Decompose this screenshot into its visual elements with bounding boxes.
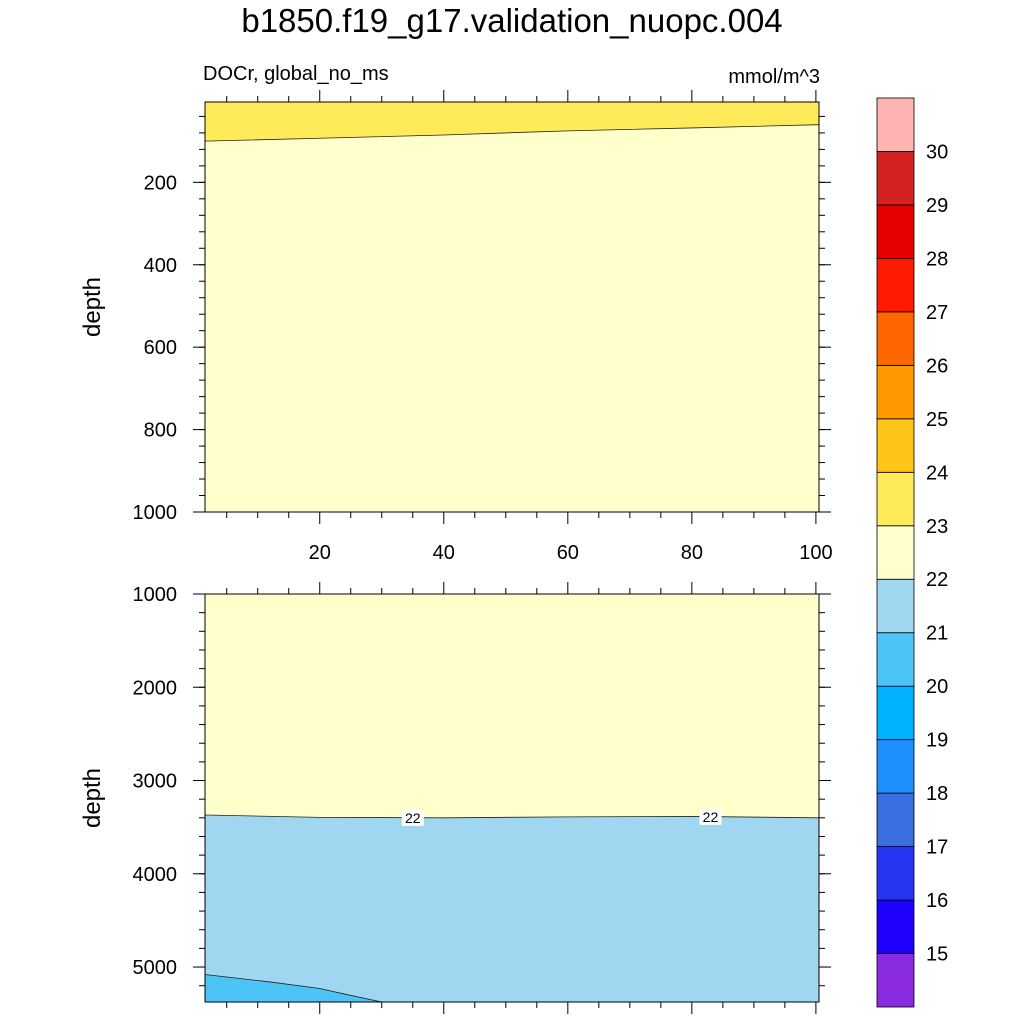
lower-region-21-22 [205,815,819,1002]
colorbar-swatch [876,258,915,313]
colorbar-label: 24 [926,462,948,484]
contour-label-box [401,809,424,826]
colorbar-swatch [876,578,915,634]
colorbar-label: 16 [926,890,948,912]
colorbar-swatch [876,846,915,901]
y-tick-label: 400 [144,255,177,277]
contour-label-box [699,808,722,825]
lower-panel: 22 22 1000 2000 3000 4000 5000 depth [79,582,831,1014]
colorbar-label: 25 [926,409,948,431]
y-axis-label: depth [79,277,106,337]
lower-region-20-21 [205,974,382,1002]
colorbar-label: 19 [926,730,948,752]
colorbar-swatch [876,204,915,259]
colorbar-swatch [876,97,915,152]
x-tick-label: 80 [681,542,703,564]
y-axis-label: depth [79,768,106,828]
y-tick-label: 1000 [133,584,178,606]
upper-contour-line [204,124,820,142]
colorbar-label: 30 [926,141,948,163]
colorbar-label: 26 [926,355,948,377]
x-tick-label: 20 [309,542,331,564]
x-tick-label: 40 [433,542,455,564]
colorbar-swatch [876,364,915,420]
colorbar-swatch [876,685,915,741]
y-tick-label: 4000 [133,864,178,886]
colorbar-label: 27 [926,302,948,324]
colorbar-label: 21 [926,623,948,645]
y-tick-label: 5000 [133,957,178,979]
colorbar: 15 16 17 18 19 20 21 22 23 24 25 26 27 28 29 30 [876,97,948,1008]
upper-panel: 20 40 60 80 100 200 400 600 800 1000 depth [79,90,833,564]
y-tick-label: 800 [144,420,177,442]
x-tick-label: 100 [799,542,832,564]
variable-subtitle: DOCr, global_no_ms [203,63,389,85]
upper-region-23-24 [205,102,819,142]
colorbar-label: 22 [926,569,948,591]
colorbar-label: 23 [926,516,948,538]
lower-frame [204,593,820,1003]
contour-label: 22 [703,809,719,825]
y-tick-label: 200 [144,172,177,194]
colorbar-label: 15 [926,944,948,966]
colorbar-swatch [876,311,915,366]
colorbar-swatch [876,899,915,954]
colorbar-swatch [876,151,915,206]
colorbar-swatch [876,471,915,527]
y-tick-label: 3000 [133,771,178,793]
colorbar-swatch [876,739,915,794]
colorbar-swatch [876,792,915,847]
units-subtitle: mmol/m^3 [728,66,820,88]
upper-frame [204,101,820,513]
y-tick-label: 2000 [133,677,178,699]
y-tick-label: 600 [144,337,177,359]
upper-base-region [205,102,819,512]
chart-title: b1850.f19_g17.validation_nuopc.004 [241,2,783,39]
colorbar-label: 29 [926,195,948,217]
colorbar-swatch [876,953,915,1008]
x-tick-label: 60 [557,542,579,564]
colorbar-swatch [876,525,915,580]
colorbar-swatch [876,632,915,687]
y-tick-label: 1000 [133,502,178,524]
colorbar-swatch [876,418,915,473]
colorbar-label: 20 [926,676,948,698]
lower-contour-line [204,974,382,1003]
colorbar-label: 28 [926,248,948,270]
colorbar-label: 18 [926,783,948,805]
contour-label: 22 [405,810,421,826]
colorbar-label: 17 [926,837,948,859]
